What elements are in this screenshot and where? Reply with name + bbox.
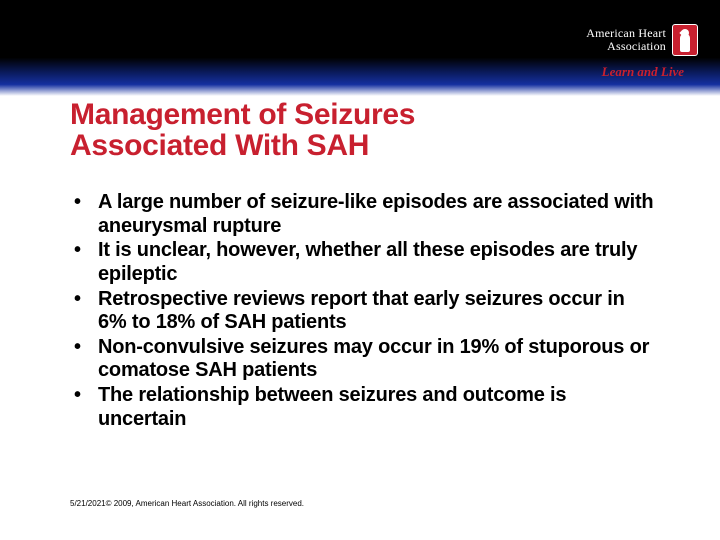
bullet-item: The relationship between seizures and ou… <box>98 384 656 431</box>
header-band: American Heart Association Learn and Liv… <box>0 0 720 96</box>
brand-tagline: Learn and Live <box>602 64 684 80</box>
torch-icon <box>672 24 698 56</box>
bullet-item: A large number of seizure-like episodes … <box>98 191 656 238</box>
slide-title: Management of Seizures Associated With S… <box>70 100 550 161</box>
slide-content: Management of Seizures Associated With S… <box>0 96 720 431</box>
brand-line-2: Association <box>607 40 666 53</box>
brand-text: American Heart Association <box>586 27 666 52</box>
bullet-item: Non-convulsive seizures may occur in 19%… <box>98 336 656 383</box>
bullet-item: It is unclear, however, whether all thes… <box>98 239 656 286</box>
bullet-item: Retrospective reviews report that early … <box>98 288 656 335</box>
footer-copyright: 5/21/2021© 2009, American Heart Associat… <box>70 499 304 508</box>
brand-logo: American Heart Association <box>586 24 698 56</box>
bullet-list: A large number of seizure-like episodes … <box>70 191 656 431</box>
